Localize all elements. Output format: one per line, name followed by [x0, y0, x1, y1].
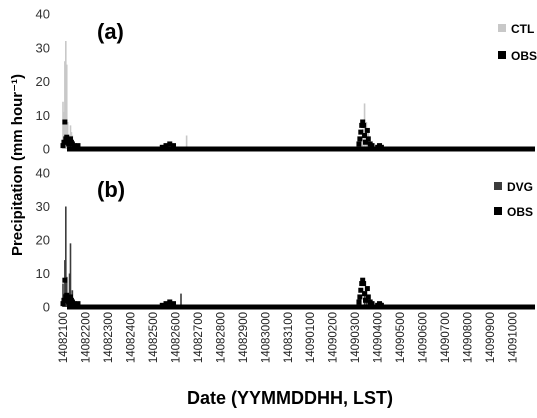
x-tick-label: 14082700 — [193, 312, 205, 363]
marker — [365, 128, 370, 133]
x-tick-label: 14082300 — [103, 312, 115, 363]
marker — [75, 143, 80, 148]
marker — [370, 143, 375, 148]
legend-swatch — [498, 51, 506, 59]
x-tick-label: 14090600 — [418, 312, 430, 363]
x-tick-label: 14090700 — [440, 312, 452, 363]
x-tick-label: 14090500 — [395, 312, 407, 363]
legend-label: DVG — [507, 180, 533, 194]
panel-label: (a) — [97, 19, 124, 44]
marker — [379, 303, 384, 308]
y-tick-label: 20 — [36, 74, 50, 89]
marker — [366, 294, 371, 299]
marker — [171, 143, 176, 148]
y-tick-label: 30 — [36, 199, 50, 214]
legend-label: OBS — [507, 205, 533, 219]
marker — [361, 123, 366, 128]
marker — [62, 120, 67, 125]
x-axis-title: Date (YYMMDDHH, LST) — [187, 388, 393, 408]
x-tick-label: 14082600 — [170, 312, 182, 363]
x-tick-label: 14083100 — [283, 312, 295, 363]
legend-swatch — [498, 24, 506, 32]
x-tick-label: 14090400 — [373, 312, 385, 363]
x-axis: 14082100 14082200 14082300 14082400 14082500… — [58, 312, 520, 363]
panel-a: 0 10 20 30 40 (a) CTL OBS — [36, 7, 537, 157]
y-tick-label: 10 — [36, 108, 50, 123]
legend-item-obs: OBS — [494, 205, 533, 219]
x-tick-label: 14082400 — [125, 312, 137, 363]
series-ctl — [62, 41, 380, 149]
x-tick-label: 14082200 — [80, 312, 92, 363]
y-tick-label: 40 — [36, 7, 50, 22]
y-tick-label: 0 — [43, 300, 50, 315]
legend-swatch — [494, 182, 502, 190]
marker — [361, 281, 366, 286]
x-tick-label: 14090900 — [485, 312, 497, 363]
x-tick-label: 14090800 — [463, 312, 475, 363]
series-obs-markers — [61, 120, 384, 150]
y-tick-label: 0 — [43, 142, 50, 157]
panel-label: (b) — [97, 177, 125, 202]
marker — [365, 286, 370, 291]
legend-swatch — [494, 207, 502, 215]
zero-baseline — [67, 305, 535, 310]
marker — [379, 145, 384, 150]
x-tick-label: 14090200 — [328, 312, 340, 363]
x-tick-label: 14083000 — [260, 312, 272, 363]
zero-baseline — [67, 147, 535, 152]
x-tick-label: 14082900 — [238, 312, 250, 363]
x-tick-label: 14090100 — [305, 312, 317, 363]
marker — [366, 136, 371, 141]
x-tick-label: 14091000 — [508, 312, 520, 363]
y-tick-label: 30 — [36, 40, 50, 55]
marker — [357, 294, 362, 299]
marker — [75, 301, 80, 306]
y-tick-label: 10 — [36, 266, 50, 281]
x-tick-label: 14082800 — [215, 312, 227, 363]
marker — [62, 278, 67, 283]
legend-label: CTL — [511, 22, 534, 36]
y-tick-label: 20 — [36, 233, 50, 248]
legend-item-dvg: DVG — [494, 180, 533, 194]
x-tick-label: 14082500 — [148, 312, 160, 363]
marker — [356, 141, 361, 146]
y-axis-title: Precipitation (mm hour⁻¹) — [9, 74, 26, 256]
panel-b: 0 10 20 30 40 (b) DVG OBS — [36, 166, 535, 315]
marker — [171, 301, 176, 306]
marker — [357, 136, 362, 141]
marker — [356, 299, 361, 304]
series-dvg — [62, 207, 382, 308]
x-tick-label: 14090300 — [350, 312, 362, 363]
legend-item-ctl: CTL — [498, 22, 534, 36]
series-obs-markers — [61, 278, 384, 308]
legend-label: OBS — [511, 49, 537, 63]
legend-item-obs: OBS — [498, 49, 537, 63]
y-tick-label: 40 — [36, 166, 50, 181]
x-tick-label: 14082100 — [58, 312, 70, 363]
marker — [370, 301, 375, 306]
